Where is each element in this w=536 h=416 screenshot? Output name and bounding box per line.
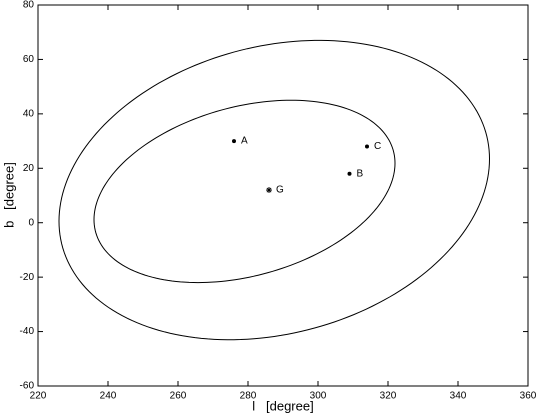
x-tick-label: 340 — [450, 391, 467, 402]
point-label: B — [357, 168, 364, 179]
point — [365, 144, 369, 149]
x-tick-label: 260 — [170, 391, 187, 402]
y-tick-label: 40 — [23, 108, 35, 119]
y-tick-label: -20 — [20, 272, 35, 283]
x-tick-label: 240 — [100, 391, 117, 402]
x-tick-label: 280 — [240, 391, 257, 402]
x-axis-label: l [degree] — [252, 398, 313, 413]
y-tick-label: -40 — [20, 326, 35, 337]
x-tick-label: 360 — [520, 391, 536, 402]
contour-ellipse — [58, 39, 491, 341]
point-label: A — [241, 136, 248, 147]
y-tick-label: -60 — [20, 381, 35, 392]
plot-frame — [37, 4, 529, 387]
x-tick-label: 300 — [310, 391, 327, 402]
point-star — [266, 187, 272, 194]
point — [232, 139, 236, 144]
point-label: G — [276, 185, 284, 196]
point-label: C — [374, 141, 381, 152]
y-tick-label: 0 — [28, 217, 34, 228]
y-tick-label: 60 — [23, 54, 35, 65]
x-tick-label: 320 — [380, 391, 397, 402]
star-stroke — [266, 187, 272, 193]
contour-ellipse — [93, 99, 396, 284]
y-tick-label: 20 — [23, 163, 35, 174]
y-tick-label: 80 — [23, 0, 35, 11]
x-tick-label: 220 — [30, 391, 47, 402]
point — [347, 171, 352, 176]
y-axis-label: b [degree] — [1, 162, 16, 228]
